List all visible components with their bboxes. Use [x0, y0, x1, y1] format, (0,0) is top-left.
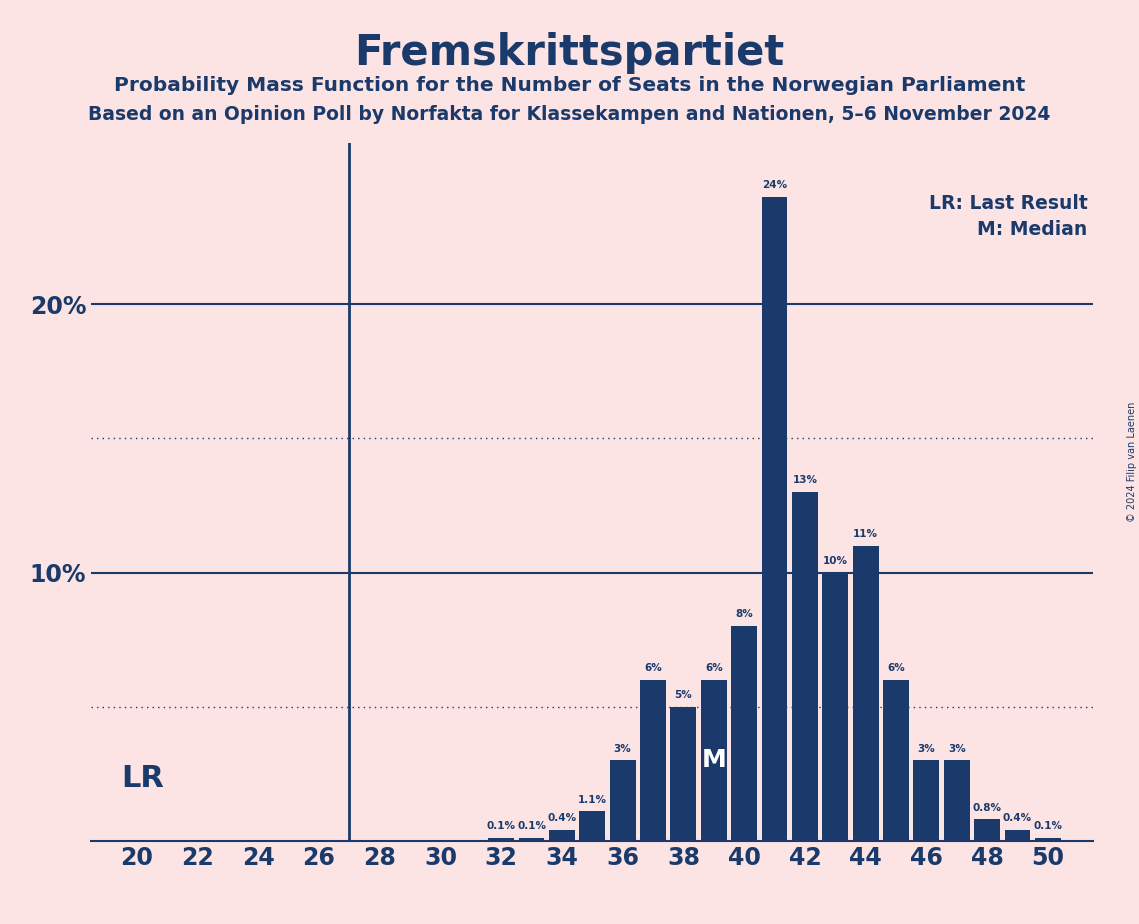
Text: 11%: 11%: [853, 529, 878, 539]
Bar: [853, 546, 878, 841]
Text: © 2024 Filip van Laenen: © 2024 Filip van Laenen: [1126, 402, 1137, 522]
Bar: [883, 680, 909, 841]
Text: 0.8%: 0.8%: [973, 803, 1001, 813]
Text: 13%: 13%: [793, 475, 818, 485]
Text: 0.4%: 0.4%: [548, 813, 576, 823]
Text: Probability Mass Function for the Number of Seats in the Norwegian Parliament: Probability Mass Function for the Number…: [114, 76, 1025, 95]
Bar: [549, 830, 575, 841]
Text: M: Median: M: Median: [977, 220, 1088, 239]
Bar: [974, 820, 1000, 841]
Bar: [609, 760, 636, 841]
Bar: [822, 573, 849, 841]
Text: 24%: 24%: [762, 180, 787, 190]
Bar: [762, 197, 787, 841]
Text: 1.1%: 1.1%: [577, 795, 607, 805]
Bar: [671, 707, 696, 841]
Text: 3%: 3%: [614, 744, 631, 754]
Text: 6%: 6%: [645, 663, 662, 674]
Text: 3%: 3%: [918, 744, 935, 754]
Text: Fremskrittspartiet: Fremskrittspartiet: [354, 32, 785, 74]
Text: LR: LR: [122, 763, 164, 793]
Text: 6%: 6%: [887, 663, 904, 674]
Bar: [518, 838, 544, 841]
Bar: [1035, 838, 1060, 841]
Bar: [731, 626, 757, 841]
Bar: [580, 811, 605, 841]
Text: 3%: 3%: [948, 744, 966, 754]
Bar: [700, 680, 727, 841]
Text: LR: Last Result: LR: Last Result: [929, 194, 1088, 213]
Bar: [913, 760, 940, 841]
Text: 5%: 5%: [674, 690, 693, 700]
Text: 0.4%: 0.4%: [1003, 813, 1032, 823]
Text: 0.1%: 0.1%: [1033, 821, 1063, 832]
Text: Based on an Opinion Poll by Norfakta for Klassekampen and Nationen, 5–6 November: Based on an Opinion Poll by Norfakta for…: [89, 105, 1050, 125]
Bar: [944, 760, 969, 841]
Text: 8%: 8%: [736, 610, 753, 619]
Text: 0.1%: 0.1%: [517, 821, 546, 832]
Text: 0.1%: 0.1%: [486, 821, 516, 832]
Bar: [792, 492, 818, 841]
Bar: [640, 680, 666, 841]
Text: 6%: 6%: [705, 663, 722, 674]
Bar: [1005, 830, 1031, 841]
Bar: [489, 838, 514, 841]
Text: 10%: 10%: [822, 556, 847, 565]
Text: M: M: [702, 748, 727, 772]
